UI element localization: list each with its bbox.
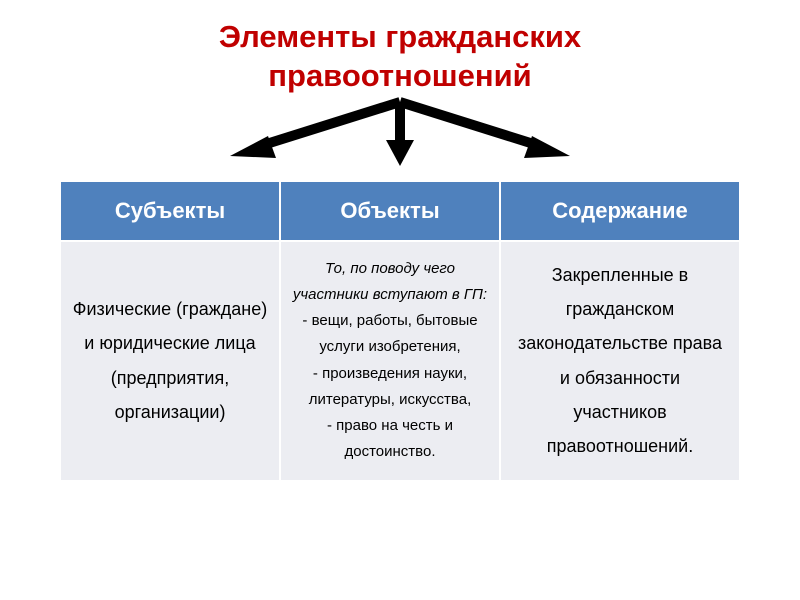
header-content: Содержание bbox=[500, 181, 740, 241]
title-line-2: правоотношений bbox=[0, 57, 800, 96]
table-header-row: Субъекты Объекты Содержание bbox=[60, 181, 740, 241]
arrows-svg bbox=[80, 96, 720, 172]
arrow-left bbox=[230, 102, 400, 158]
cell-objects-item-2: - право на честь и достоинство. bbox=[291, 413, 489, 466]
cell-content: Закрепленные в гражданском законодательс… bbox=[500, 241, 740, 481]
header-subjects: Субъекты bbox=[60, 181, 280, 241]
arrow-middle bbox=[386, 102, 414, 166]
title-line-1: Элементы гражданских bbox=[0, 18, 800, 57]
diagram-title: Элементы гражданских правоотношений bbox=[0, 0, 800, 96]
cell-objects-item-1: - произведения науки, литературы, искусс… bbox=[291, 361, 489, 414]
header-objects: Объекты bbox=[280, 181, 500, 241]
cell-objects: То, по поводу чего участники вступают в … bbox=[280, 241, 500, 481]
cell-subjects: Физические (граждане) и юридические лица… bbox=[60, 241, 280, 481]
elements-table: Субъекты Объекты Содержание Физические (… bbox=[59, 180, 741, 482]
arrow-right bbox=[400, 102, 570, 158]
table-row: Физические (граждане) и юридические лица… bbox=[60, 241, 740, 481]
cell-objects-item-0: - вещи, работы, бытовые услуги изобретен… bbox=[291, 308, 489, 361]
cell-objects-intro: То, по поводу чего участники вступают в … bbox=[291, 256, 489, 309]
